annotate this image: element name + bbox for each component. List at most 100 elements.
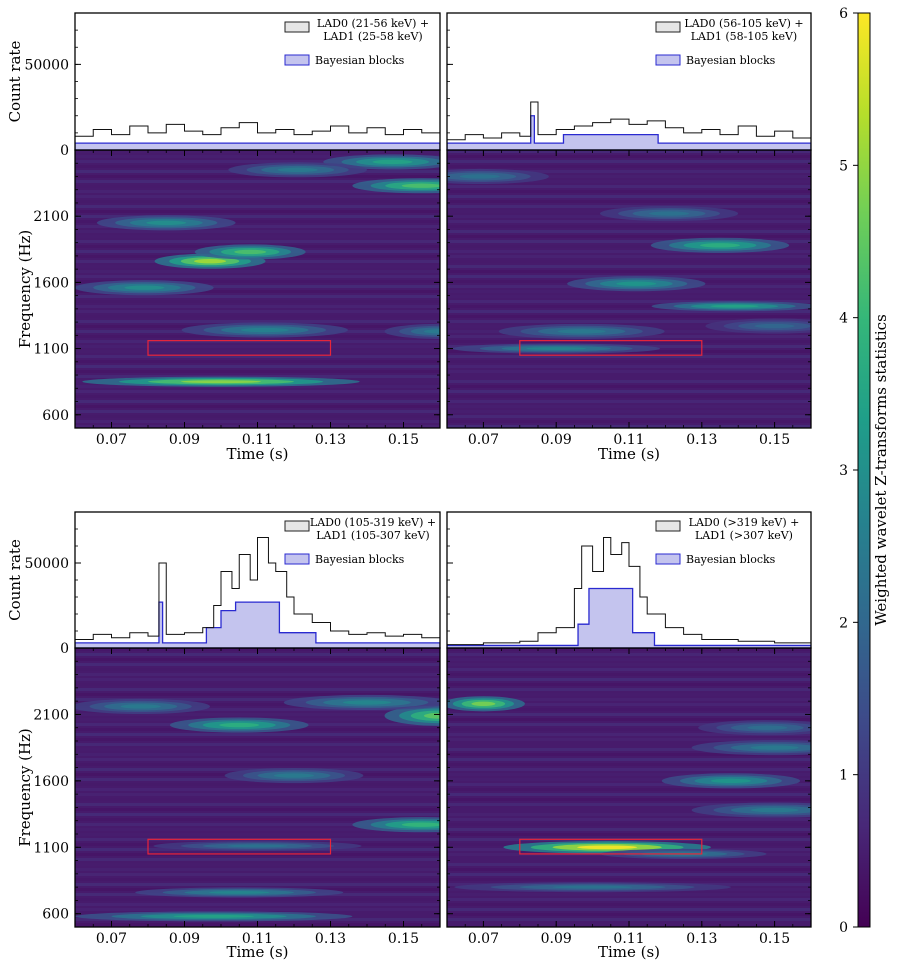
- heatmap-stripe: [75, 360, 440, 363]
- heatmap-stripe: [447, 833, 811, 836]
- heatmap-hotspot: [750, 807, 799, 813]
- colorbar-tick-label: 2: [839, 615, 848, 631]
- heatmap-stripe: [75, 410, 440, 413]
- y-tick-label: 2100: [33, 209, 69, 225]
- heatmap-stripe: [75, 340, 440, 343]
- heatmap-bottom-right: 0.07 0.09 0.11 0.13 0.15 Time (s): [446, 647, 812, 961]
- heatmap-stripe: [447, 155, 811, 158]
- x-tick-label: 0.09: [169, 931, 200, 947]
- heatmap-stripe: [75, 400, 440, 403]
- heatmap-hotspot: [372, 159, 413, 165]
- heatmap-stripe: [75, 898, 440, 901]
- heatmap-stripe: [447, 195, 811, 198]
- legend-swatch-histogram: [655, 21, 681, 33]
- heatmap-stripe: [447, 818, 811, 821]
- heatmap-hotspot: [124, 285, 165, 290]
- y-tick-label: 50000: [24, 57, 69, 73]
- heatmap-stripe: [447, 405, 811, 408]
- heatmap-stripe: [75, 833, 440, 836]
- heatmap-stripe: [447, 708, 811, 711]
- heatmap-stripe: [447, 220, 811, 223]
- heatmap-stripe: [75, 215, 440, 218]
- heatmap-stripe: [447, 170, 811, 173]
- count-rate-histogram: [447, 101, 811, 150]
- x-tick-label: 0.15: [388, 432, 419, 448]
- x-tick-label: 0.13: [686, 931, 717, 947]
- heatmap-stripe: [447, 255, 811, 258]
- legend-label: Bayesian blocks: [686, 553, 776, 566]
- heatmap-hotspot: [526, 347, 587, 351]
- heatmap-stripe: [447, 230, 811, 233]
- colorbar: 0 1 2 3 4 5 6 Weighted wavelet Z-transforms sta…: [839, 6, 890, 936]
- y-axis-label: Frequency (Hz): [16, 728, 34, 847]
- x-axis-label: Time (s): [226, 445, 288, 463]
- colorbar-tick-label: 5: [839, 158, 848, 174]
- x-tick-label: 0.11: [613, 931, 644, 947]
- legend-label: LAD1 (25-58 keV): [323, 30, 422, 43]
- heatmap-stripe: [447, 658, 811, 661]
- heatmap-stripe: [447, 918, 811, 921]
- heatmap-stripe: [75, 688, 440, 691]
- heatmap-hotspot: [577, 845, 638, 850]
- heatmap-stripe: [75, 748, 440, 751]
- heatmap-stripe: [447, 783, 811, 786]
- heatmap-stripe: [75, 160, 440, 163]
- heatmap-stripe: [447, 718, 811, 721]
- heatmap-stripe: [75, 668, 440, 671]
- heatmap-hotspot: [219, 722, 260, 728]
- heatmap-stripe: [75, 828, 440, 831]
- heatmap-stripe: [75, 868, 440, 871]
- heatmap-stripe: [447, 728, 811, 731]
- y-tick-label: 600: [42, 408, 69, 424]
- heatmap-stripe: [75, 678, 440, 681]
- heatmap-stripe: [75, 365, 440, 368]
- x-tick-label: 0.13: [686, 432, 717, 448]
- x-axis-label: Time (s): [226, 943, 288, 961]
- heatmap-stripe: [447, 295, 811, 298]
- heatmap-stripe: [75, 370, 440, 373]
- heatmap-stripe: [75, 698, 440, 701]
- heatmap-stripe: [447, 300, 811, 303]
- x-tick-label: 0.11: [242, 432, 273, 448]
- x-tick-label: 0.09: [541, 432, 572, 448]
- x-axis-label: Time (s): [598, 943, 660, 961]
- heatmap-hotspot: [710, 778, 751, 784]
- heatmap-stripe: [75, 220, 440, 223]
- heatmap-hotspot: [146, 220, 187, 225]
- heatmap-hotspot: [459, 174, 500, 179]
- x-tick-label: 0.11: [242, 931, 273, 947]
- heatmap-stripe: [75, 808, 440, 811]
- heatmap-stripe: [447, 310, 811, 313]
- heatmap-stripe: [75, 285, 440, 288]
- heatmap-stripe: [447, 225, 811, 228]
- heatmap-stripe: [75, 230, 440, 233]
- heatmap-stripe: [75, 813, 440, 816]
- heatmap-stripe: [75, 225, 440, 228]
- heatmap-stripe: [447, 803, 811, 806]
- y-axis-label: Count rate: [6, 41, 24, 123]
- heatmap-stripe: [75, 763, 440, 766]
- heatmap-stripe: [447, 713, 811, 716]
- heatmap-stripe: [75, 708, 440, 711]
- y-tick-label: 2100: [33, 707, 69, 723]
- heatmap-stripe: [75, 295, 440, 298]
- heatmap-hotspot: [401, 183, 440, 188]
- heatmap-body: [75, 150, 440, 428]
- heatmap-hotspot: [710, 304, 759, 308]
- heatmap-stripe: [447, 200, 811, 203]
- x-tick-label: 0.09: [169, 432, 200, 448]
- colorbar-tick-label: 6: [839, 6, 848, 22]
- heatmap-stripe: [447, 320, 811, 323]
- legend-label: Bayesian blocks: [315, 553, 405, 566]
- heatmap-stripe: [447, 270, 811, 273]
- heatmap-stripe: [447, 738, 811, 741]
- heatmap-hotspot: [754, 323, 795, 329]
- heatmap-stripe: [75, 300, 440, 303]
- heatmap-hotspot: [227, 844, 288, 848]
- heatmap-stripe: [75, 310, 440, 313]
- heatmap-body: [447, 150, 811, 428]
- legend-swatch-blocks: [284, 553, 310, 565]
- heatmap-stripe: [447, 375, 811, 378]
- y-axis-label: Frequency (Hz): [16, 230, 34, 349]
- heatmap-stripe: [447, 823, 811, 826]
